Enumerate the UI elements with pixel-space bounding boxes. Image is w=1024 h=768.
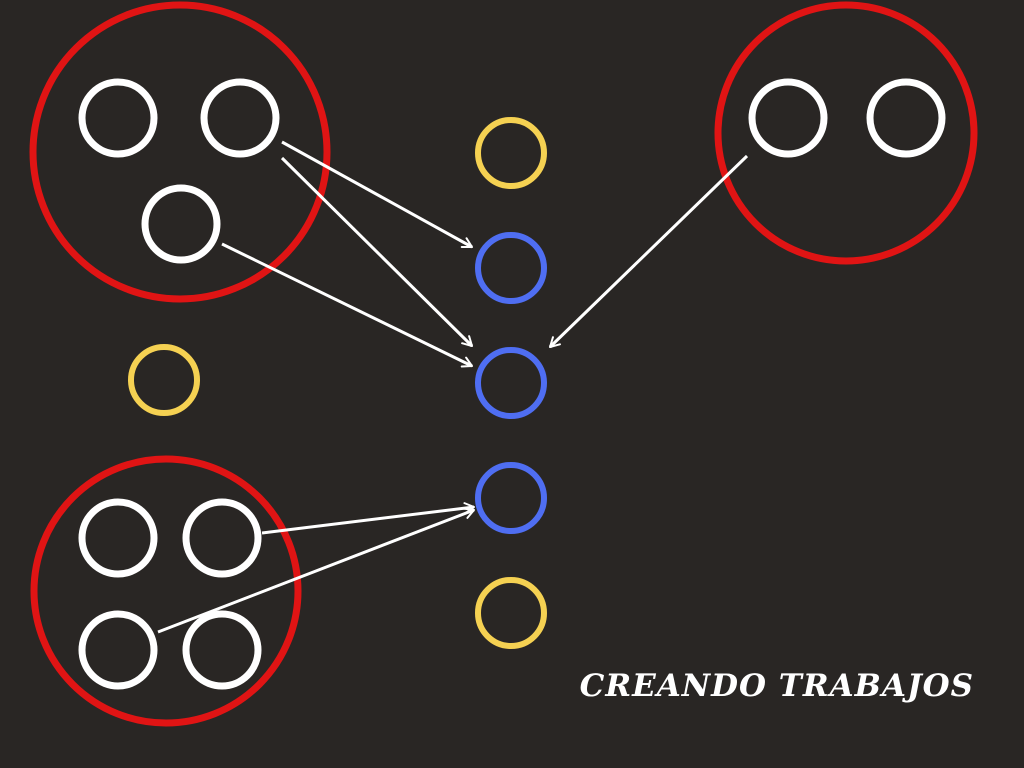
worker-node <box>82 82 154 154</box>
worker-node <box>145 188 217 260</box>
arrow <box>282 158 472 346</box>
arrow <box>262 507 474 533</box>
arrow <box>550 156 747 347</box>
worker-node <box>82 614 154 686</box>
arrow <box>222 244 472 366</box>
arrow <box>282 142 472 247</box>
worker-node <box>82 502 154 574</box>
idle-job-node <box>478 120 544 186</box>
active-job-node <box>478 350 544 416</box>
group-bottom-left-outline <box>34 459 298 723</box>
slide-caption: CREANDO TRABAJOS <box>580 668 974 704</box>
group-top-left-outline <box>33 5 327 299</box>
worker-node <box>204 82 276 154</box>
worker-node <box>186 502 258 574</box>
idle-job-node <box>478 580 544 646</box>
worker-node <box>752 82 824 154</box>
active-job-node <box>478 465 544 531</box>
active-job-node <box>478 235 544 301</box>
worker-node <box>870 82 942 154</box>
idle-job-node <box>131 347 197 413</box>
worker-node <box>186 614 258 686</box>
